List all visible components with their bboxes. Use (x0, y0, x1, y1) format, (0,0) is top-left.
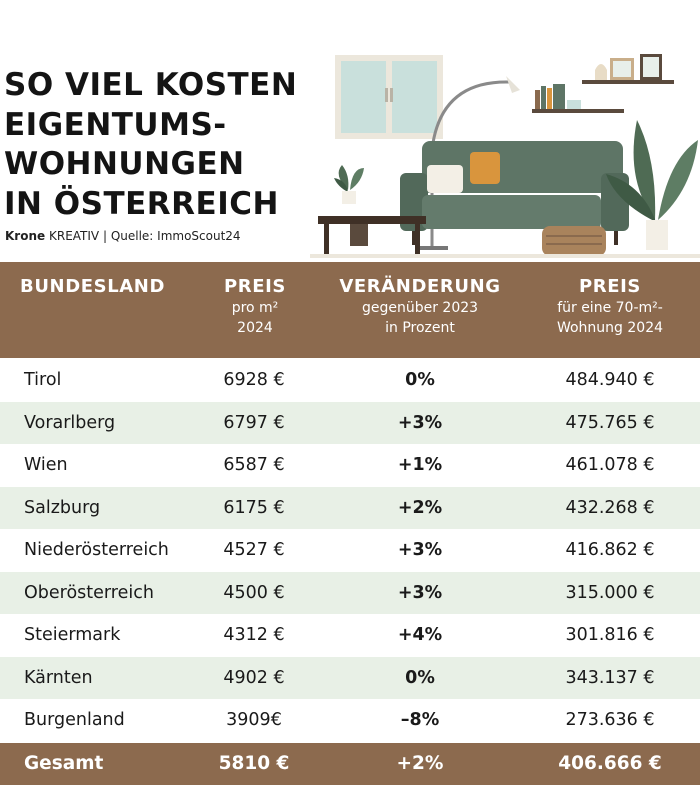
price-per-m2: 6175 € (223, 497, 285, 518)
state-name: Salzburg (24, 497, 101, 518)
price-change: +1% (397, 455, 443, 475)
column-header-change: VERÄNDERUNG gegenüber 2023 in Prozent (325, 276, 515, 338)
table-row: Burgenland 3909€ –8% 273.636 € (0, 699, 700, 742)
column-subtitle: für eine 70-m²- (557, 300, 663, 316)
price-per-m2: 4312 € (223, 625, 285, 645)
price-70m2: 484.940 € (565, 370, 655, 390)
column-title: VERÄNDERUNG (339, 276, 501, 297)
total-label: Gesamt (24, 753, 104, 774)
credit-brand-suffix: KREATIV (48, 229, 100, 243)
title-line-1: SO VIEL KOSTEN (4, 67, 298, 103)
pouf-icon (542, 226, 606, 256)
price-70m2: 432.268 € (565, 497, 655, 518)
column-title: BUNDESLAND (20, 276, 166, 297)
column-title: PREIS (223, 276, 286, 297)
price-per-m2: 6587 € (223, 455, 285, 475)
price-per-m2: 6797 € (223, 412, 285, 433)
state-name: Burgenland (24, 710, 125, 730)
state-name: Kärnten (24, 667, 93, 688)
sofa-icon (400, 141, 629, 245)
price-70m2: 315.000 € (565, 582, 655, 603)
table-row: Wien 6587 € +1% 461.078 € (0, 444, 700, 487)
price-change: 0% (405, 370, 435, 390)
column-title: PREIS (578, 276, 641, 297)
price-70m2: 461.078 € (565, 455, 655, 475)
table-row: Niederösterreich 4527 € +3% 416.862 € (0, 529, 700, 572)
price-change: +3% (397, 412, 443, 433)
living-room-illustration (310, 54, 700, 258)
table-row: Steiermark 4312 € +4% 301.816 € (0, 614, 700, 657)
credit-separator: | (99, 229, 111, 243)
shelf-icon (532, 54, 674, 113)
price-change: +3% (397, 540, 443, 560)
table-row: Oberösterreich 4500 € +3% 315.000 € (0, 571, 700, 614)
price-change: 0% (405, 667, 435, 688)
source-credit: Krone KREATIV | Quelle: ImmoScout24 (5, 229, 241, 243)
state-name: Oberösterreich (24, 582, 154, 603)
credit-source: Quelle: ImmoScout24 (110, 229, 241, 243)
price-70m2: 416.862 € (565, 540, 655, 560)
total-price-change: +2% (396, 753, 444, 774)
price-70m2: 301.816 € (565, 625, 655, 645)
state-name: Vorarlberg (24, 412, 116, 433)
column-subtitle: 2024 (237, 320, 273, 336)
table-header: BUNDESLAND PREIS pro m² 2024 VERÄNDERUNG… (0, 262, 700, 358)
table-row: Kärnten 4902 € 0% 343.137 € (0, 656, 700, 699)
price-change: +3% (397, 582, 443, 603)
column-subtitle: Wohnung 2024 (556, 320, 664, 336)
plant-icon (334, 165, 364, 204)
title-line-2: EIGENTUMS- (4, 106, 227, 143)
header: SO VIEL KOSTEN EIGENTUMS- WOHNUNGEN IN Ö… (0, 0, 700, 262)
coffee-table-icon (318, 216, 426, 254)
total-row: Gesamt 5810 € +2% 406.666 € (0, 743, 700, 785)
price-change: –8% (400, 710, 440, 730)
price-70m2: 475.765 € (565, 412, 655, 433)
price-70m2: 273.636 € (565, 710, 655, 730)
title-line-4: IN ÖSTERREICH (4, 185, 279, 222)
price-change: +4% (397, 625, 443, 645)
price-change: +2% (397, 497, 443, 518)
price-per-m2: 4902 € (223, 667, 285, 688)
table-row: Tirol 6928 € 0% 484.940 € (0, 359, 700, 402)
state-name: Niederösterreich (24, 540, 169, 560)
table-row: Vorarlberg 6797 € +3% 475.765 € (0, 401, 700, 444)
page-title: SO VIEL KOSTEN EIGENTUMS- WOHNUNGEN IN Ö… (4, 66, 297, 224)
column-header-price-70: PREIS für eine 70-m²- Wohnung 2024 (528, 276, 692, 338)
column-subtitle: pro m² (231, 300, 279, 316)
plant-icon (606, 120, 698, 250)
window-icon (335, 55, 443, 139)
state-name: Tirol (24, 370, 62, 390)
state-name: Wien (24, 455, 68, 475)
price-70m2: 343.137 € (565, 667, 655, 688)
credit-brand: Krone (5, 229, 46, 243)
price-per-m2: 6928 € (223, 370, 285, 390)
state-name: Steiermark (24, 625, 121, 645)
column-subtitle: in Prozent (385, 320, 455, 336)
price-per-m2: 3909€ (226, 710, 282, 730)
table-row: Salzburg 6175 € +2% 432.268 € (0, 486, 700, 529)
title-line-3: WOHNUNGEN (4, 146, 245, 182)
total-price-70m2: 406.666 € (558, 753, 662, 774)
column-header-bundesland: BUNDESLAND (20, 276, 180, 298)
column-subtitle: gegenüber 2023 (361, 300, 479, 316)
total-price-per-m2: 5810 € (218, 753, 290, 774)
price-per-m2: 4527 € (223, 540, 285, 560)
price-per-m2: 4500 € (223, 582, 285, 603)
column-header-price-m2: PREIS pro m² 2024 (200, 276, 310, 338)
